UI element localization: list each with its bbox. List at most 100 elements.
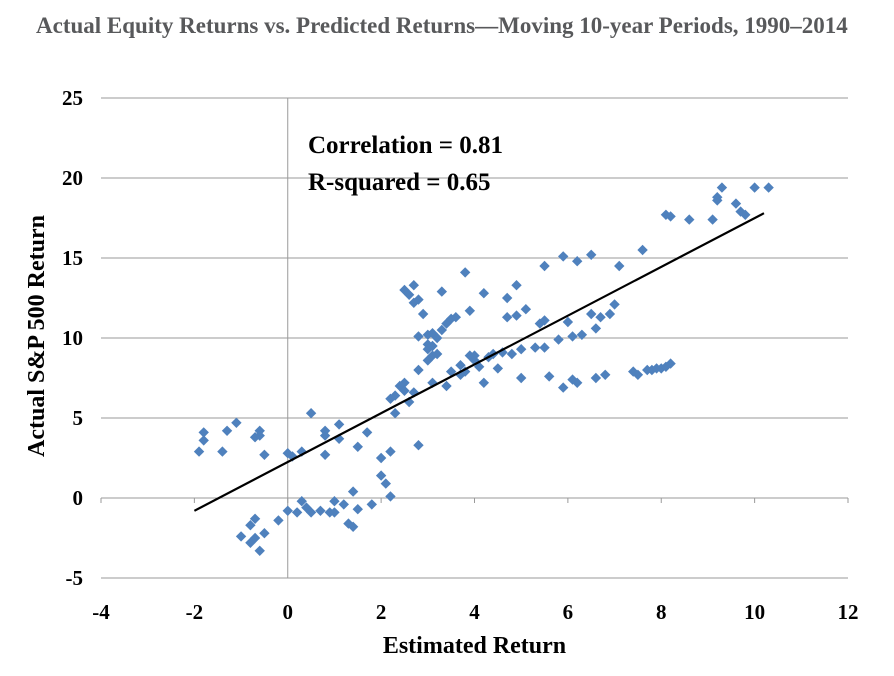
data-point [515,372,527,384]
data-point [249,513,261,524]
data-point [478,377,490,388]
data-point [529,342,541,353]
data-point [539,342,550,353]
data-point [413,364,424,376]
data-point [254,545,265,556]
data-point [413,440,424,451]
data-point [319,449,331,460]
data-point [436,286,448,297]
y-axis-label: Actual S&P 500 Return [24,215,50,457]
data-point [198,427,209,438]
data-point [338,499,349,510]
data-point [273,515,284,526]
data-point [520,304,532,315]
trendline [193,212,765,512]
data-point [478,288,490,299]
data-point [403,289,415,300]
data-point [389,390,401,401]
data-point [413,294,424,305]
data-point [249,532,261,544]
data-point [259,449,270,460]
data-point [562,316,574,328]
data-point [375,452,387,464]
data-point [380,478,391,489]
data-point [660,361,672,372]
correlation-annotation: Correlation = 0.81 [308,132,503,159]
data-point [296,496,307,507]
data-point [511,310,522,321]
data-point [716,182,728,193]
data-point [646,364,658,376]
x-tick-label: 6 [563,600,574,624]
data-point [245,537,256,548]
x-tick-label: -4 [92,600,110,624]
x-tick-label: 4 [469,600,480,624]
data-point [217,446,228,457]
data-point [198,435,209,446]
data-point [399,385,410,396]
data-point [749,182,760,193]
data-point [431,348,443,360]
data-point [329,507,340,518]
data-point [399,377,410,388]
data-point [259,528,270,539]
data-point [534,318,546,329]
data-point [763,182,774,193]
data-point [567,374,578,385]
data-point [511,280,522,291]
data-point [506,348,518,360]
y-tick-label: 10 [62,326,83,350]
data-point [235,531,247,542]
x-axis-label: Estimated Return [383,633,566,659]
data-point [637,244,648,256]
data-point [665,358,676,369]
data-point [501,312,513,323]
x-tick-label: 12 [838,600,859,624]
data-point [417,308,429,320]
data-point [366,499,377,510]
data-point [660,209,672,220]
data-point [501,292,513,304]
data-point [361,427,373,438]
data-point [352,504,363,515]
data-point [576,329,588,340]
data-point [590,323,602,334]
data-point [600,369,611,380]
data-point [245,520,256,531]
x-tick-label: 10 [744,600,765,624]
data-point [343,518,354,529]
data-point [539,315,550,326]
data-point [291,507,303,518]
data-point [221,425,233,436]
data-point [553,334,564,345]
data-point [469,350,480,361]
data-point [515,344,527,355]
data-point [385,491,396,502]
data-point [497,347,508,358]
x-tick-label: 8 [656,600,667,624]
y-tick-label: 15 [62,246,83,270]
data-point [614,260,625,272]
y-tick-label: 25 [62,86,83,110]
data-point [632,369,644,380]
data-point [436,324,448,336]
y-tick-label: 5 [73,406,84,430]
data-point [231,417,242,428]
x-tick-label: 0 [283,600,294,624]
data-point [450,312,462,323]
data-point [333,419,345,430]
data-point [389,408,401,419]
data-point [459,267,471,278]
y-tick-label: 20 [62,166,83,190]
data-point [193,446,205,457]
y-tick-label: -5 [66,566,84,590]
data-point [431,332,443,344]
data-point [305,507,317,518]
data-point [375,470,387,481]
data-point [305,408,317,419]
data-point [572,377,583,388]
data-point [558,251,569,262]
data-point [740,209,751,220]
data-point [319,425,331,436]
